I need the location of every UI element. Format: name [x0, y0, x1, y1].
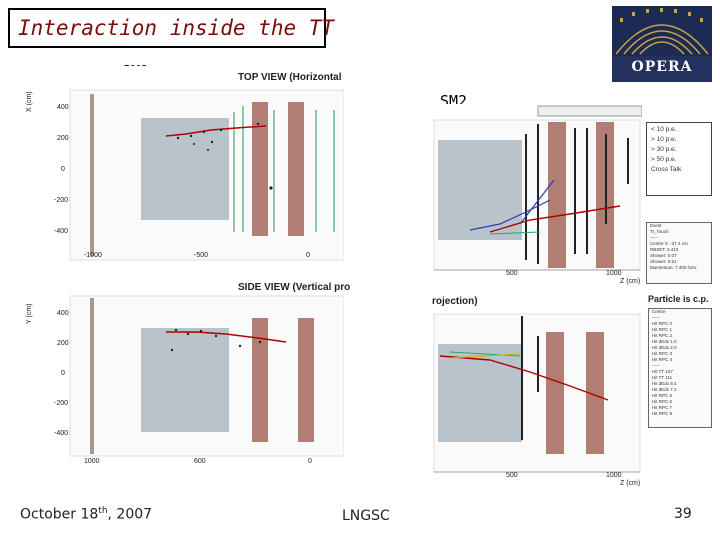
side-ytick-2: 0: [61, 370, 65, 377]
slide-title-box: Interaction inside the TT: [8, 8, 334, 48]
sm2-side-xtick-0: 500: [506, 472, 518, 479]
sm1-side-view-plot: [69, 295, 344, 457]
pinfo-line-13: Hit dEdx 7.1: [652, 387, 677, 392]
info-line-6: Shower: 0.51: [650, 259, 677, 264]
pinfo-line-7: Hit RPC 3: [652, 351, 673, 356]
info-line-5: Shower: 0.07: [650, 253, 677, 258]
top-xtick-1: -500: [194, 252, 209, 259]
pe-legend: < 10 p.e. > 10 p.e. > 30 p.e. > 50 p.e. …: [646, 122, 712, 196]
footer-date: October 18th, 2007: [20, 506, 152, 523]
pinfo-line-10: Hit TT 107: [652, 369, 673, 374]
top-xtick-2: 0: [306, 252, 310, 259]
pinfo-line-16: Hit RPC 7: [652, 405, 673, 410]
side-ytick-0: 400: [57, 310, 69, 317]
footer-center: LNGSC: [342, 508, 390, 524]
pinfo-line-2: Hit RPC 0: [652, 321, 673, 326]
side-xtick-0: 1000: [84, 458, 100, 465]
top-ytick-3: -200: [54, 197, 69, 204]
top-ytick-1: 200: [57, 135, 69, 142]
sm2-top-xtick-0: 500: [506, 270, 518, 277]
legend-item-1: > 10 p.e.: [651, 136, 677, 143]
top-view-title: TOP VIEW (Horizontal: [238, 72, 342, 83]
pinfo-line-0: Centre: [652, 309, 666, 314]
sm1-side-view-panel: SIDE VIEW (Vertical pro Y (cm) 400 200 0…: [26, 276, 350, 472]
sm2-top-z-label: Z (cm): [620, 278, 641, 285]
sm2-side-z-label: Z (cm): [620, 480, 641, 487]
sm2-top-view-plot: [433, 105, 642, 271]
slide-title: Interaction inside the TT: [18, 16, 335, 40]
legend-item-4: Cross Talk: [651, 166, 682, 173]
info-line-0: Event: [650, 223, 662, 228]
sm2-side-xtick-1: 1000: [606, 472, 622, 479]
legend-item-0: < 10 p.e.: [651, 126, 677, 133]
pinfo-line-3: Hit RPC 1: [652, 327, 673, 332]
sm2-side-title-fragment: rojection): [432, 296, 478, 307]
info-line-4: RBSET: 0.410: [650, 247, 679, 252]
particle-info-header: Particle is c.p.: [648, 294, 709, 304]
info-line-7: Momentum: 7.400 GeV: [650, 265, 697, 270]
sm2-side-view-panel: 500 1000 Z (cm): [430, 312, 642, 490]
legend-item-3: > 50 p.e.: [651, 156, 677, 163]
pinfo-line-1: -----: [652, 315, 660, 320]
opera-logo-text: OPERA: [631, 59, 693, 75]
pinfo-line-12: Hit dEdx 8.4: [652, 381, 677, 386]
sm1-top-view-panel: TOP VIEW (Horizontal X (cm) 400 200 0 -2…: [26, 66, 344, 266]
pinfo-line-15: Hit RPC 6: [652, 399, 673, 404]
top-ytick-4: -400: [54, 228, 69, 235]
info-line-1: Tt_Touch: [650, 229, 669, 234]
sm1-top-view-plot: [69, 89, 344, 261]
side-ytick-4: -400: [54, 430, 69, 437]
side-view-title: SIDE VIEW (Vertical pro: [238, 282, 351, 293]
sm2-top-view-panel: 500 1000 Z (cm): [430, 104, 642, 286]
pinfo-line-4: Hit RPC 2: [652, 333, 673, 338]
info-line-2: -----: [650, 235, 658, 240]
side-xtick-2: 0: [308, 458, 312, 465]
opera-logo-arches: [615, 8, 709, 55]
event-info-box: Event Tt_Touch ----- Centre X: -37.4 cm …: [646, 222, 712, 284]
footer-date-sup: th: [98, 506, 108, 516]
top-xtick-0: -1000: [84, 252, 102, 259]
footer-date-main: October 18: [20, 506, 99, 523]
pinfo-line-11: Hit TT 111: [652, 375, 673, 380]
top-ytick-0: 400: [57, 104, 69, 111]
side-xtick-1: 600: [194, 458, 206, 465]
info-line-3: Centre X: -37.4 cm: [650, 241, 688, 246]
pinfo-line-5: Hit dEdx 1.0: [652, 339, 677, 344]
pinfo-line-6: Hit dEdx 2.0: [652, 345, 677, 350]
top-ytick-2: 0: [61, 166, 65, 173]
legend-item-2: > 30 p.e.: [651, 146, 677, 153]
opera-logo-band: [612, 56, 712, 82]
side-ytick-1: 200: [57, 340, 69, 347]
pinfo-line-14: Hit RPC 5: [652, 393, 673, 398]
sm2-top-xtick-1: 1000: [606, 270, 622, 277]
side-ytick-3: -200: [54, 400, 69, 407]
page-number: 39: [674, 506, 692, 522]
opera-logo: OPERA: [612, 6, 712, 82]
particle-info-box: Centre ----- Hit RPC 0 Hit RPC 1 Hit RPC…: [648, 308, 712, 428]
footer-date-year: , 2007: [107, 506, 153, 523]
pinfo-line-17: Hit RPC 8: [652, 411, 673, 416]
sm2-side-view-plot: [433, 313, 641, 473]
pinfo-line-8: Hit RPC 4: [652, 357, 673, 362]
pinfo-line-9: -----: [652, 363, 660, 368]
